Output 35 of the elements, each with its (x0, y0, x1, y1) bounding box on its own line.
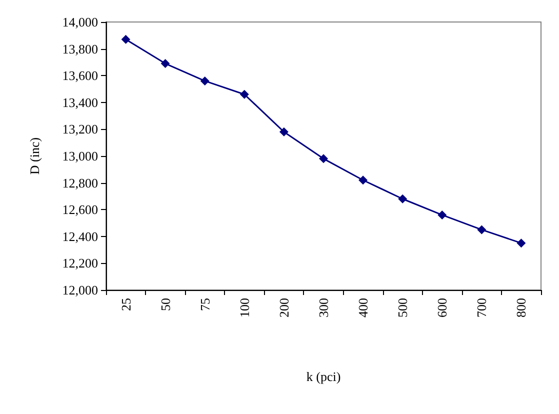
point (240, 90, 249, 99)
x-tick-label: 500 (395, 298, 410, 318)
point (121, 34, 130, 44)
y-tick-label: 13,600 (62, 68, 98, 84)
point (160, 59, 170, 68)
y-tick-label: 12,200 (62, 256, 98, 271)
y-axis-title: D (inc) (27, 137, 42, 175)
y-tick-label: 14,000 (62, 14, 98, 30)
x-tick-label: 600 (434, 298, 450, 318)
point (358, 176, 368, 185)
x-axis-title: k (pci) (306, 369, 341, 384)
x-tick-label: 25 (118, 298, 134, 311)
point (319, 154, 328, 164)
point (200, 76, 210, 86)
x-tick-label: 800 (514, 298, 529, 318)
y-tick-label: 12,600 (62, 202, 98, 218)
y-tick-label: 13,800 (62, 41, 98, 56)
y-tick-label: 13,200 (62, 122, 98, 137)
y-tick-label: 12,000 (62, 282, 98, 298)
x-tick-label: 700 (474, 298, 490, 318)
x-tick-label: 75 (197, 298, 212, 311)
y-tick-label: 12,800 (62, 175, 98, 190)
y-tick-label: 13,000 (62, 148, 98, 164)
point (279, 127, 288, 136)
x-tick-label: 200 (276, 298, 292, 318)
y-tick-label: 13,400 (62, 94, 98, 110)
x-tick-label: 400 (356, 298, 371, 318)
point (398, 194, 408, 204)
y-tick-label: 12,400 (62, 228, 98, 244)
x-tick-label: 300 (316, 298, 331, 318)
x-tick-label: 100 (236, 298, 252, 318)
point (477, 225, 486, 234)
point (438, 210, 447, 220)
point (516, 238, 526, 248)
x-tick-label: 50 (158, 298, 173, 311)
